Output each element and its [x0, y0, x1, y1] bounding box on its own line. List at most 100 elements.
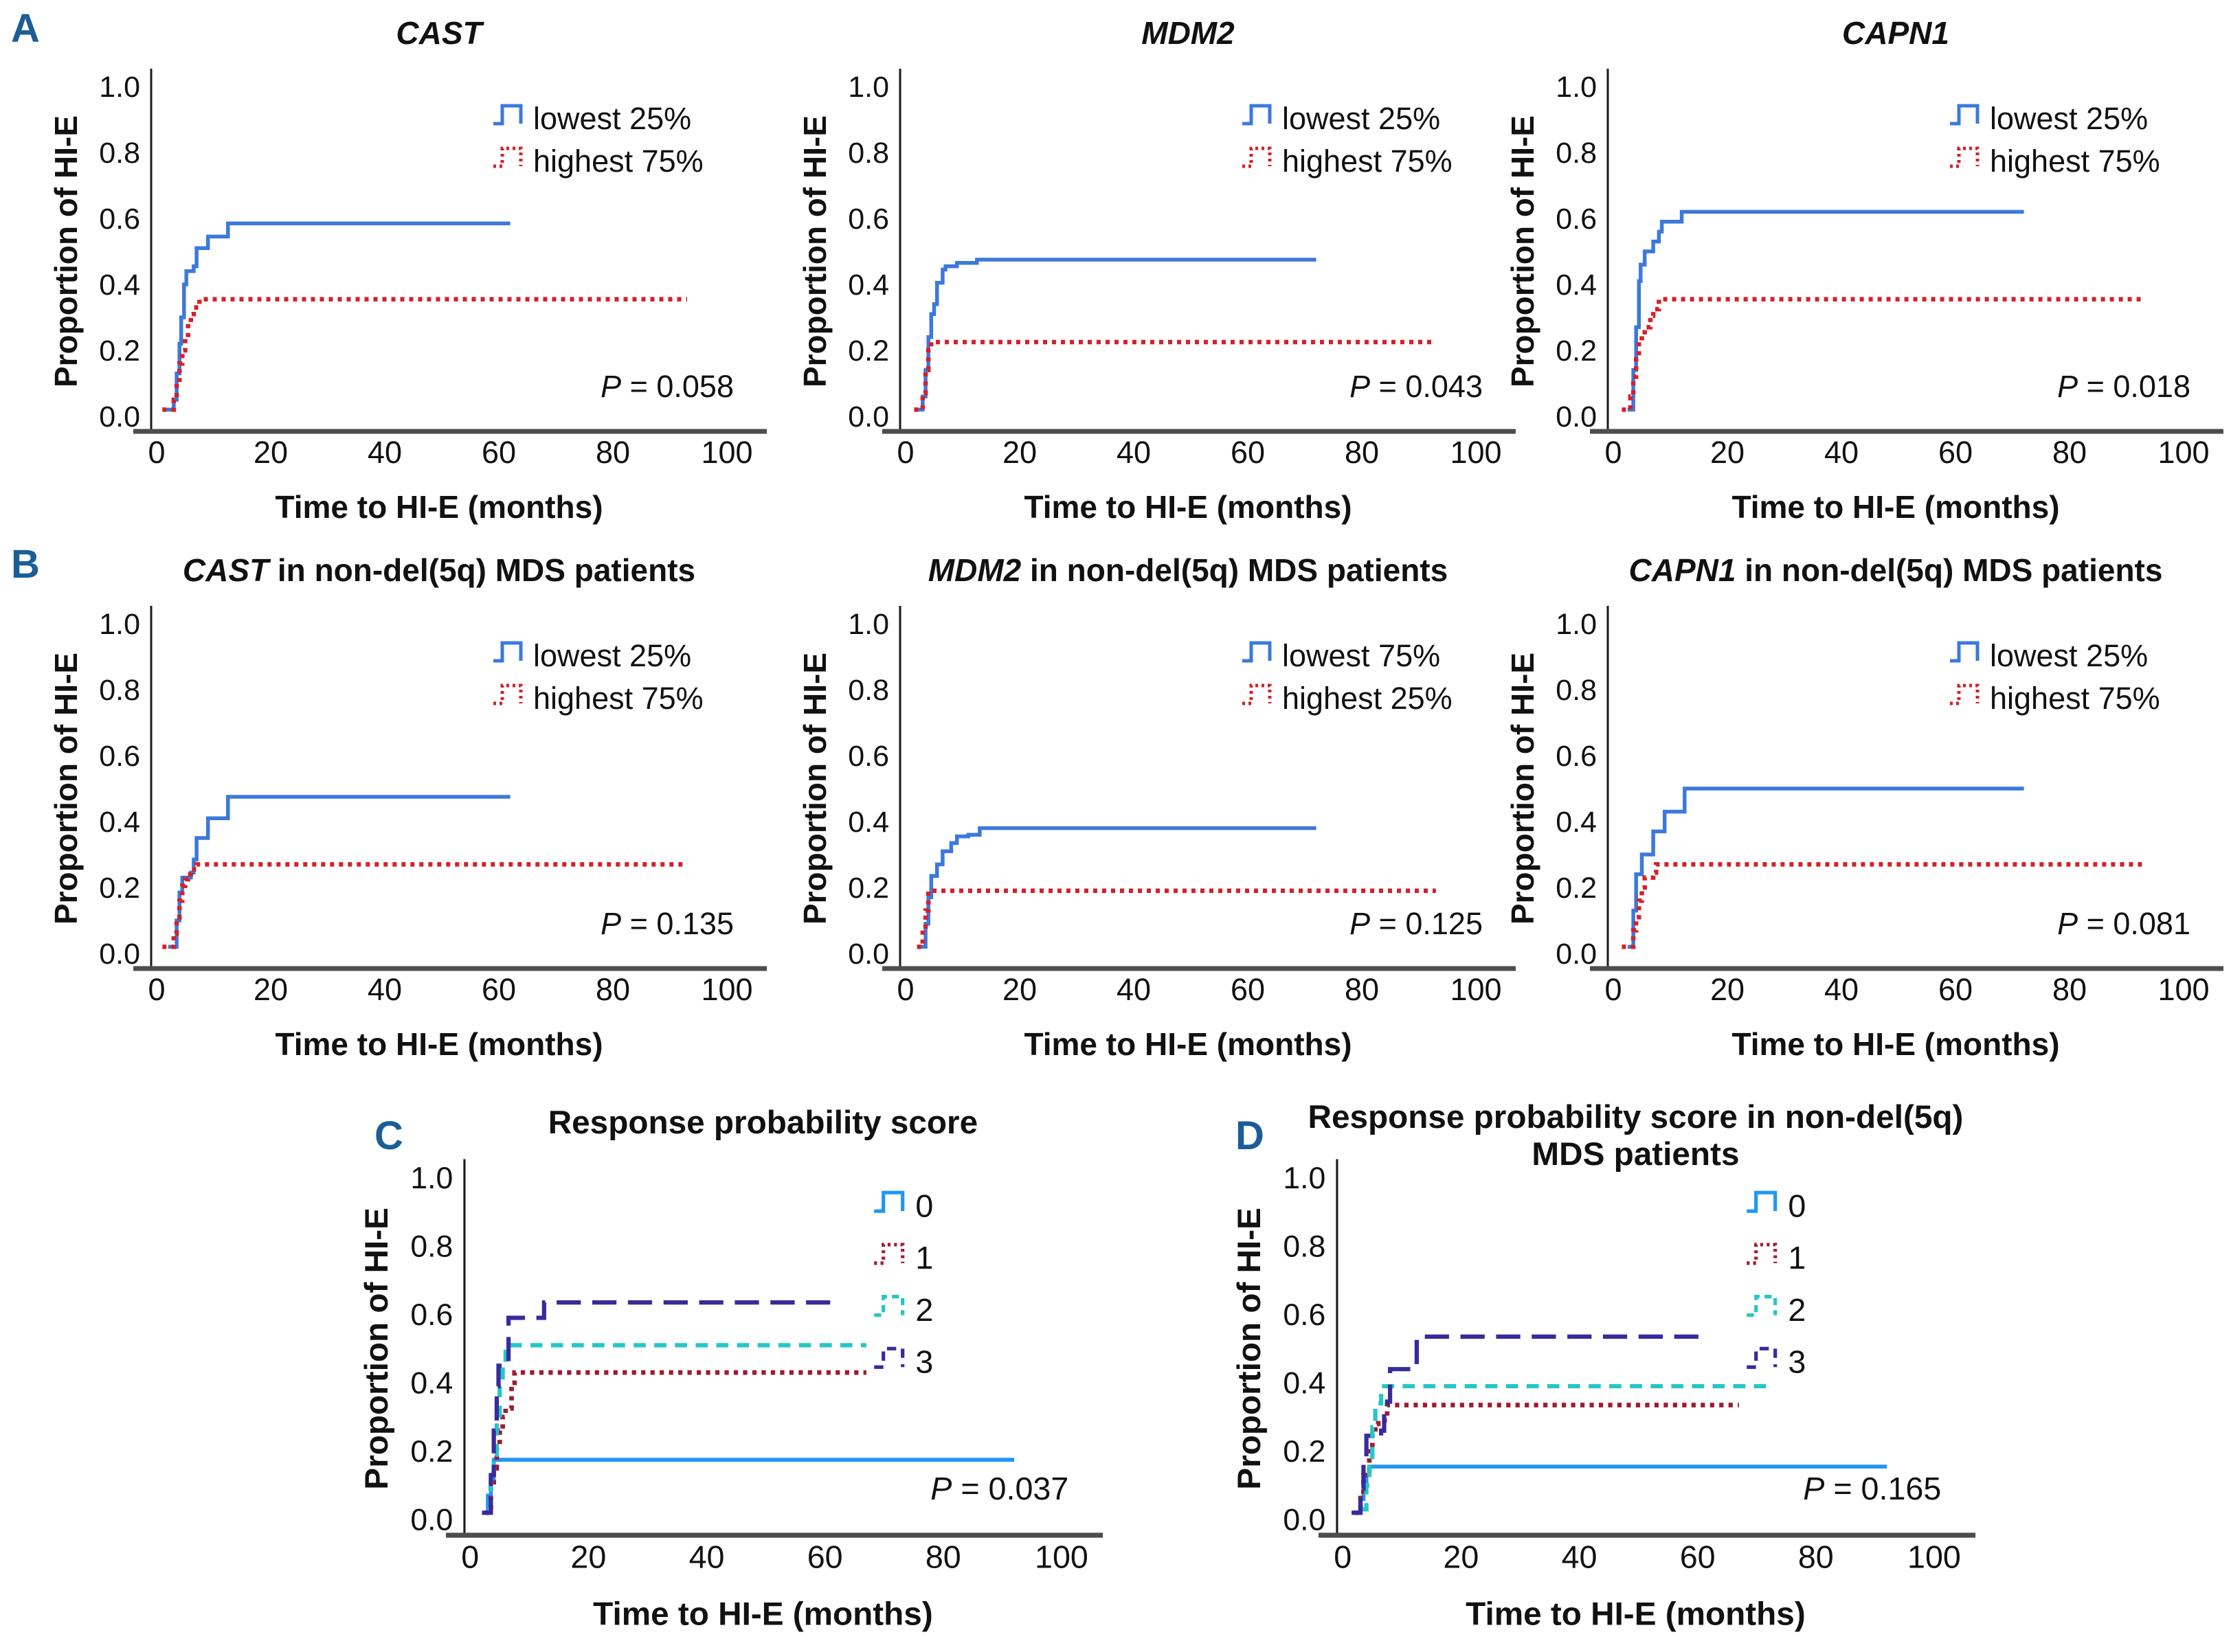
curve-b-mdm2-lowest-75-: [919, 826, 1316, 949]
x-tick-label: 40: [368, 435, 402, 470]
y-tick-label: 0.4: [1283, 1367, 1325, 1401]
x-axis-label: Time to HI-E (months): [1024, 1026, 1352, 1062]
curve-b-cast-highest-75-: [162, 862, 687, 949]
chart-title: MDM2 in non-del(5q) MDS patients: [928, 552, 1448, 588]
x-tick-label: 60: [1938, 972, 1973, 1007]
x-tick-label: 20: [1002, 972, 1037, 1007]
y-tick-label: 0.0: [848, 400, 889, 433]
y-tick-label: 0.2: [1556, 335, 1597, 367]
curve-d-score-1: [1354, 1403, 1739, 1515]
y-tick-label: 0.0: [848, 938, 889, 971]
y-tick-label: 0.6: [1283, 1298, 1325, 1332]
chart-mdm2: MDM2 0.0 0.2 0.4 0.6 0.8 1.0 0 20 40 60 80 100 Time t…: [797, 4, 1525, 543]
y-tick-label: 0.0: [1556, 400, 1597, 433]
y-tick-label: 0.4: [848, 269, 889, 302]
x-tick-label: 100: [1450, 972, 1501, 1007]
y-axis-label: Proportion of HI-E: [797, 115, 833, 387]
x-tick-label: 80: [1345, 972, 1379, 1007]
x-axis-label: Time to HI-E (months): [1731, 1026, 2059, 1062]
legend-label: 3: [915, 1344, 933, 1380]
chart-svg-c-score: Response probability score 0.0 0.2 0.4 0.6 0.…: [359, 1105, 1103, 1633]
p-value: P = 0.135: [601, 906, 734, 941]
x-tick-label: 20: [254, 972, 288, 1007]
legend-marker-icon: [493, 641, 523, 663]
x-tick-label: 20: [1710, 435, 1745, 470]
x-tick-label: 60: [1231, 435, 1265, 470]
x-tick-label: 100: [1035, 1539, 1088, 1575]
p-value: P = 0.018: [2057, 369, 2190, 404]
panel-label-c: C: [374, 1113, 403, 1158]
y-tick-label: 0.4: [1556, 806, 1597, 839]
legend-marker-icon: [493, 683, 523, 705]
curve-d-score-3: [1352, 1334, 1709, 1515]
legend-label: 0: [915, 1188, 933, 1223]
chart-capn1-nondel5q: CAPN1 in non-del(5q) MDS patients 0.0 0.2 0…: [1505, 541, 2231, 1080]
y-tick-label: 0.6: [848, 203, 889, 236]
y-tick-label: 0.0: [1283, 1504, 1325, 1537]
x-axis-label: Time to HI-E (months): [275, 1026, 603, 1062]
curve-a-capn1-highest-75-: [1622, 297, 2144, 412]
chart-title: CAST: [396, 15, 484, 51]
y-tick-label: 1.0: [410, 1162, 453, 1195]
y-tick-label: 0.2: [1283, 1435, 1325, 1469]
y-tick-label: 1.0: [1283, 1162, 1325, 1195]
x-tick-label: 20: [1443, 1539, 1479, 1575]
y-tick-label: 0.8: [99, 137, 140, 170]
legend-label: highest 75%: [1990, 681, 2160, 716]
legend-label: lowest 25%: [533, 101, 691, 136]
x-tick-label: 40: [689, 1539, 725, 1575]
y-tick-label: 0.8: [1556, 137, 1597, 170]
curve-c-score-3: [482, 1300, 837, 1515]
x-tick-label: 0: [1604, 435, 1622, 470]
p-value: P = 0.165: [1803, 1471, 1941, 1506]
curve-a-cast-highest-75-: [162, 297, 687, 412]
y-tick-label: 0.2: [848, 335, 889, 367]
legend-marker-icon: [1242, 104, 1272, 126]
y-tick-label: 1.0: [848, 71, 889, 104]
x-tick-label: 40: [1117, 972, 1151, 1007]
legend-label: lowest 75%: [1282, 638, 1440, 673]
y-tick-label: 0.4: [99, 269, 140, 302]
p-value: P = 0.058: [601, 369, 734, 404]
y-tick-label: 1.0: [848, 608, 889, 641]
y-tick-label: 1.0: [99, 608, 140, 641]
chart-response-score: Response probability score 0.0 0.2 0.4 0.6 0.…: [357, 1092, 1113, 1651]
y-tick-label: 0.2: [410, 1435, 453, 1469]
x-tick-label: 80: [2052, 435, 2087, 470]
legend-label: highest 75%: [533, 144, 704, 179]
x-tick-label: 20: [1002, 435, 1037, 470]
x-tick-label: 60: [1231, 972, 1265, 1007]
legend-marker-icon: [1950, 641, 1980, 663]
y-tick-label: 1.0: [1556, 608, 1597, 641]
legend-label: 1: [915, 1240, 933, 1276]
x-tick-label: 60: [482, 972, 516, 1007]
legend-marker-icon: [1747, 1243, 1778, 1265]
y-axis-label: Proportion of HI-E: [1231, 1208, 1268, 1490]
chart-cast-nondel5q: CAST in non-del(5q) MDS patients 0.0 0.2 0.…: [48, 541, 776, 1080]
y-tick-label: 0.6: [848, 740, 889, 773]
y-tick-label: 0.0: [99, 938, 140, 971]
panel-label-b: B: [11, 542, 40, 587]
chart-title-line2: MDS patients: [1532, 1136, 1739, 1173]
x-tick-label: 60: [482, 435, 516, 470]
y-tick-label: 0.0: [99, 400, 140, 433]
legend-label: 2: [915, 1292, 933, 1328]
x-tick-label: 100: [2157, 972, 2209, 1007]
legend-marker-icon: [874, 1190, 905, 1213]
legend-marker-icon: [1950, 683, 1980, 705]
legend-marker-icon: [1747, 1346, 1778, 1369]
legend-label: lowest 25%: [1990, 101, 2148, 136]
legend-marker-icon: [1950, 146, 1980, 168]
x-tick-label: 100: [701, 435, 752, 470]
x-tick-label: 0: [1334, 1539, 1352, 1575]
y-tick-label: 0.8: [848, 137, 889, 170]
x-tick-label: 0: [897, 435, 914, 470]
y-axis-label: Proportion of HI-E: [359, 1208, 395, 1490]
chart-cast: CAST 0.0 0.2 0.4 0.6 0.8 1.0 0 20 40 60 80 100 Time t…: [48, 4, 776, 543]
y-tick-label: 0.4: [1556, 269, 1597, 302]
p-value: P = 0.037: [930, 1471, 1068, 1506]
curve-a-mdm2-highest-75-: [914, 339, 1436, 412]
legend-label: lowest 25%: [533, 638, 691, 673]
x-axis-label: Time to HI-E (months): [593, 1596, 933, 1633]
